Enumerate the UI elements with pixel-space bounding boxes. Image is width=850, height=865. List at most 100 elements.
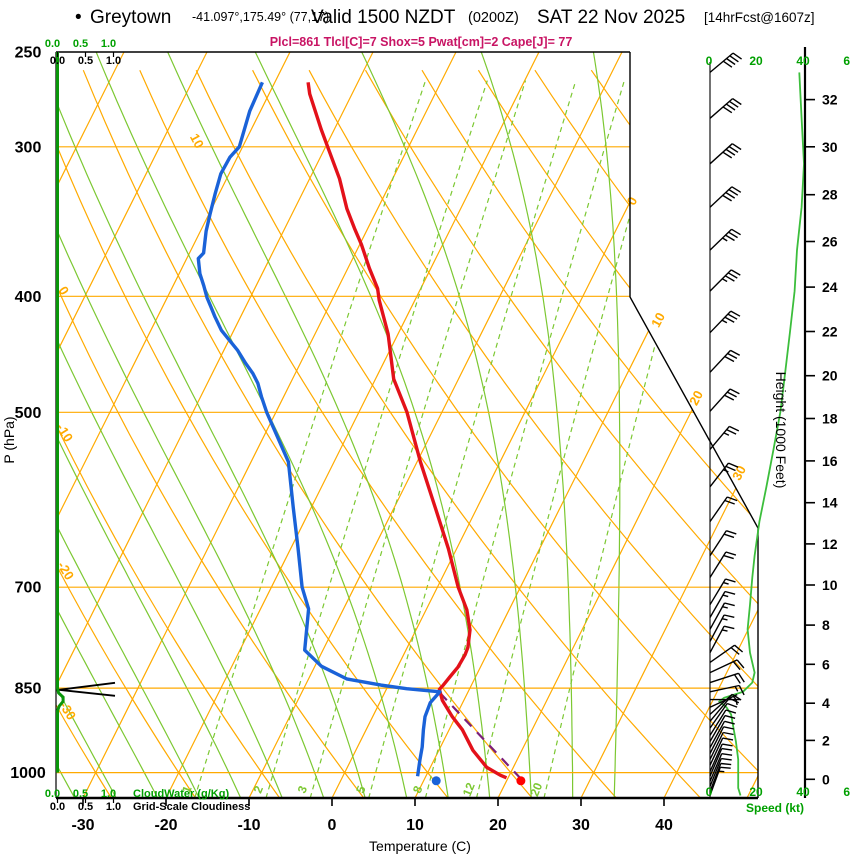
isotherm-label: 0 bbox=[624, 194, 641, 207]
mixing-ratio-line bbox=[369, 81, 576, 798]
dry-adiabat-line bbox=[140, 70, 617, 798]
height-tick-label: 28 bbox=[822, 187, 838, 203]
temp-tick-label: -10 bbox=[237, 817, 260, 834]
dry-adiabat-line bbox=[27, 70, 448, 798]
height-tick-label: 6 bbox=[822, 656, 830, 672]
cloud-scale-value: 0.0 bbox=[50, 801, 65, 813]
temp-tick-label: 0 bbox=[328, 817, 337, 834]
sounding-profiles bbox=[198, 82, 525, 785]
wind-barb bbox=[710, 767, 731, 795]
adiabat-label: 10 bbox=[187, 131, 207, 151]
height-tick-label: 10 bbox=[822, 577, 838, 593]
dry-adiabat-line bbox=[648, 70, 850, 798]
skewt-background-grid bbox=[0, 49, 850, 798]
forecast-info: [14hrFcst@1607z] bbox=[704, 10, 815, 25]
wind-barb bbox=[710, 53, 742, 72]
temp-tick-label: -30 bbox=[71, 817, 94, 834]
speed-scale-value: 0 bbox=[706, 54, 713, 68]
station-coords: -41.097°,175.49° (77,17) bbox=[192, 10, 329, 24]
wind-barb bbox=[710, 673, 744, 683]
mixing-ratio-label: 2 bbox=[251, 783, 267, 795]
wind-barb bbox=[710, 426, 739, 449]
valid-time: Valid 1500 NZDT bbox=[311, 7, 456, 28]
mixing-ratio-label: 3 bbox=[295, 783, 311, 795]
temp-tick-label: 10 bbox=[406, 817, 424, 834]
height-tick-label: 22 bbox=[822, 323, 838, 339]
isotherm-line bbox=[581, 52, 850, 798]
wind-barb bbox=[710, 311, 740, 333]
height-tick-label: 12 bbox=[822, 536, 838, 552]
temp-tick-label: 30 bbox=[572, 817, 590, 834]
cloud-scale-value: 1.0 bbox=[106, 801, 121, 813]
isotherm-line bbox=[249, 52, 622, 798]
moist-adiabat-line bbox=[0, 49, 324, 798]
speed-scale-value: 0 bbox=[706, 785, 713, 799]
speed-scale-value: 20 bbox=[749, 54, 763, 68]
wind-barb bbox=[710, 350, 740, 372]
mixing-ratio-line bbox=[195, 81, 426, 798]
surface-temp-dot bbox=[516, 776, 525, 785]
wind-barb bbox=[710, 389, 739, 411]
wind-barb bbox=[710, 187, 741, 207]
dry-adiabat-line bbox=[196, 70, 700, 798]
height-tick-label: 24 bbox=[822, 279, 838, 295]
title-bullet: • bbox=[75, 7, 82, 28]
cloud-scale-value: 0.0 bbox=[45, 788, 60, 800]
speed-scale-value: 20 bbox=[749, 785, 763, 799]
height-tick-label: 16 bbox=[822, 453, 838, 469]
cloud-scale-value: 0.5 bbox=[78, 801, 93, 813]
stability-indices: Plcl=861 Tlcl[C]=7 Shox=5 Pwat[cm]=2 Cap… bbox=[270, 35, 573, 49]
dry-adiabat-line bbox=[253, 70, 785, 798]
cloud-scale-value: 0.5 bbox=[73, 788, 88, 800]
cloud-scale-value: 1.0 bbox=[106, 55, 121, 67]
height-tick-label: 26 bbox=[822, 234, 838, 250]
pressure-tick-label: 250 bbox=[15, 45, 42, 62]
lcl-marker-arrow bbox=[59, 683, 115, 696]
pressure-axis-label: P (hPa) bbox=[1, 416, 17, 463]
wind-barb bbox=[710, 99, 741, 119]
dry-adiabat-line bbox=[309, 70, 850, 798]
speed-axis-label: Speed (kt) bbox=[746, 801, 804, 815]
wind-barb bbox=[710, 579, 736, 605]
temp-tick-label: 40 bbox=[655, 817, 673, 834]
isotherm-label: 10 bbox=[648, 310, 668, 330]
moist-adiabat-line bbox=[167, 49, 449, 798]
mixing-ratio-line bbox=[477, 81, 669, 798]
speed-scale-value: 60 bbox=[843, 785, 850, 799]
mixing-ratio-label: 12 bbox=[460, 780, 478, 798]
isotherm-line bbox=[166, 52, 539, 798]
pressure-tick-label: 400 bbox=[15, 289, 42, 306]
temp-tick-label: -20 bbox=[154, 817, 177, 834]
adiabat-label: -30 bbox=[56, 699, 79, 723]
dry-adiabat-line bbox=[478, 70, 850, 798]
height-tick-label: 32 bbox=[822, 92, 838, 108]
temp-tick-label: 20 bbox=[489, 817, 507, 834]
cloudwater-scale-label: CloudWater (g/Kg) bbox=[133, 788, 229, 800]
pressure-tick-label: 1000 bbox=[10, 765, 46, 782]
cloud-scale-value: 0.0 bbox=[45, 38, 60, 50]
pressure-tick-label: 850 bbox=[15, 681, 42, 698]
moist-adiabat-line bbox=[254, 49, 490, 798]
surface-dewpoint-dot bbox=[432, 776, 441, 785]
height-tick-label: 4 bbox=[822, 695, 830, 711]
wind-barb bbox=[710, 531, 736, 556]
height-tick-label: 20 bbox=[822, 368, 838, 384]
valid-date: SAT 22 Nov 2025 bbox=[537, 7, 685, 28]
temperature-axis-label: Temperature (C) bbox=[369, 838, 471, 854]
valid-utc: (0200Z) bbox=[468, 10, 519, 26]
pressure-tick-label: 500 bbox=[15, 405, 42, 422]
height-tick-label: 8 bbox=[822, 617, 830, 633]
height-tick-label: 2 bbox=[822, 732, 830, 748]
cloud-scale-value: 1.0 bbox=[101, 38, 116, 50]
cloud-scale-value: 0.5 bbox=[78, 55, 93, 67]
parcel-ascent-line bbox=[442, 695, 521, 779]
wind-barb bbox=[710, 270, 740, 291]
height-tick-label: 14 bbox=[822, 495, 838, 511]
speed-scale-value: 60 bbox=[843, 54, 850, 68]
pressure-tick-label: 300 bbox=[15, 139, 42, 156]
mixing-ratio-label: 8 bbox=[410, 783, 426, 795]
